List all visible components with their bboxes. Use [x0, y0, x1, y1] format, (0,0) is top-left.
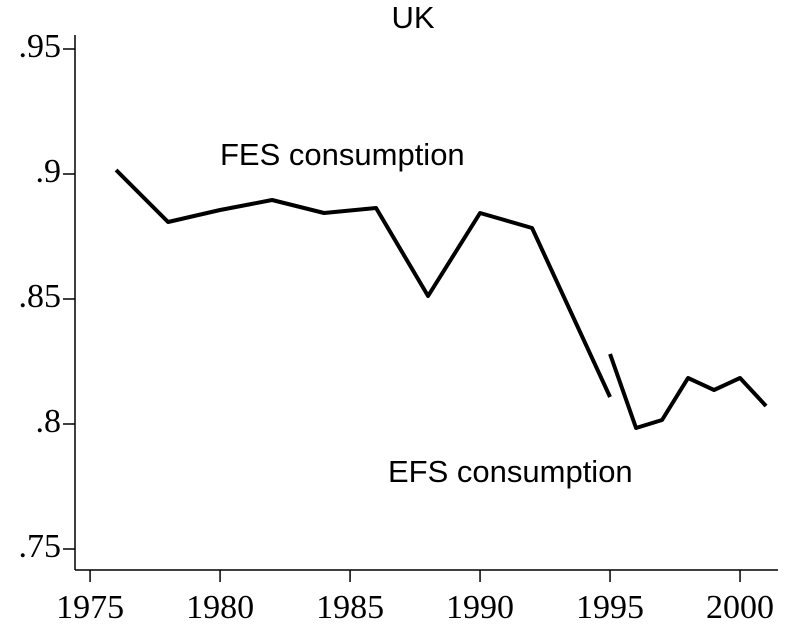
- series-line: [608, 353, 768, 430]
- y-tick-label: .85: [19, 278, 62, 315]
- x-tick-label: 1975: [56, 589, 124, 626]
- y-tick-label: .75: [19, 528, 62, 565]
- x-tick-label: 1990: [446, 589, 514, 626]
- x-tick-label: 1985: [316, 589, 384, 626]
- y-tick-label: .9: [36, 153, 62, 190]
- y-tick-label: .8: [36, 403, 62, 440]
- series-label: EFS consumption: [388, 454, 633, 489]
- x-tick-label: 2000: [706, 589, 774, 626]
- series-label: FES consumption: [220, 137, 465, 172]
- series-line: [114, 168, 612, 398]
- chart-title: UK: [391, 0, 434, 35]
- y-tick-label: .95: [19, 28, 62, 65]
- x-tick-label: 1980: [186, 589, 254, 626]
- x-tick-label: 1995: [576, 589, 644, 626]
